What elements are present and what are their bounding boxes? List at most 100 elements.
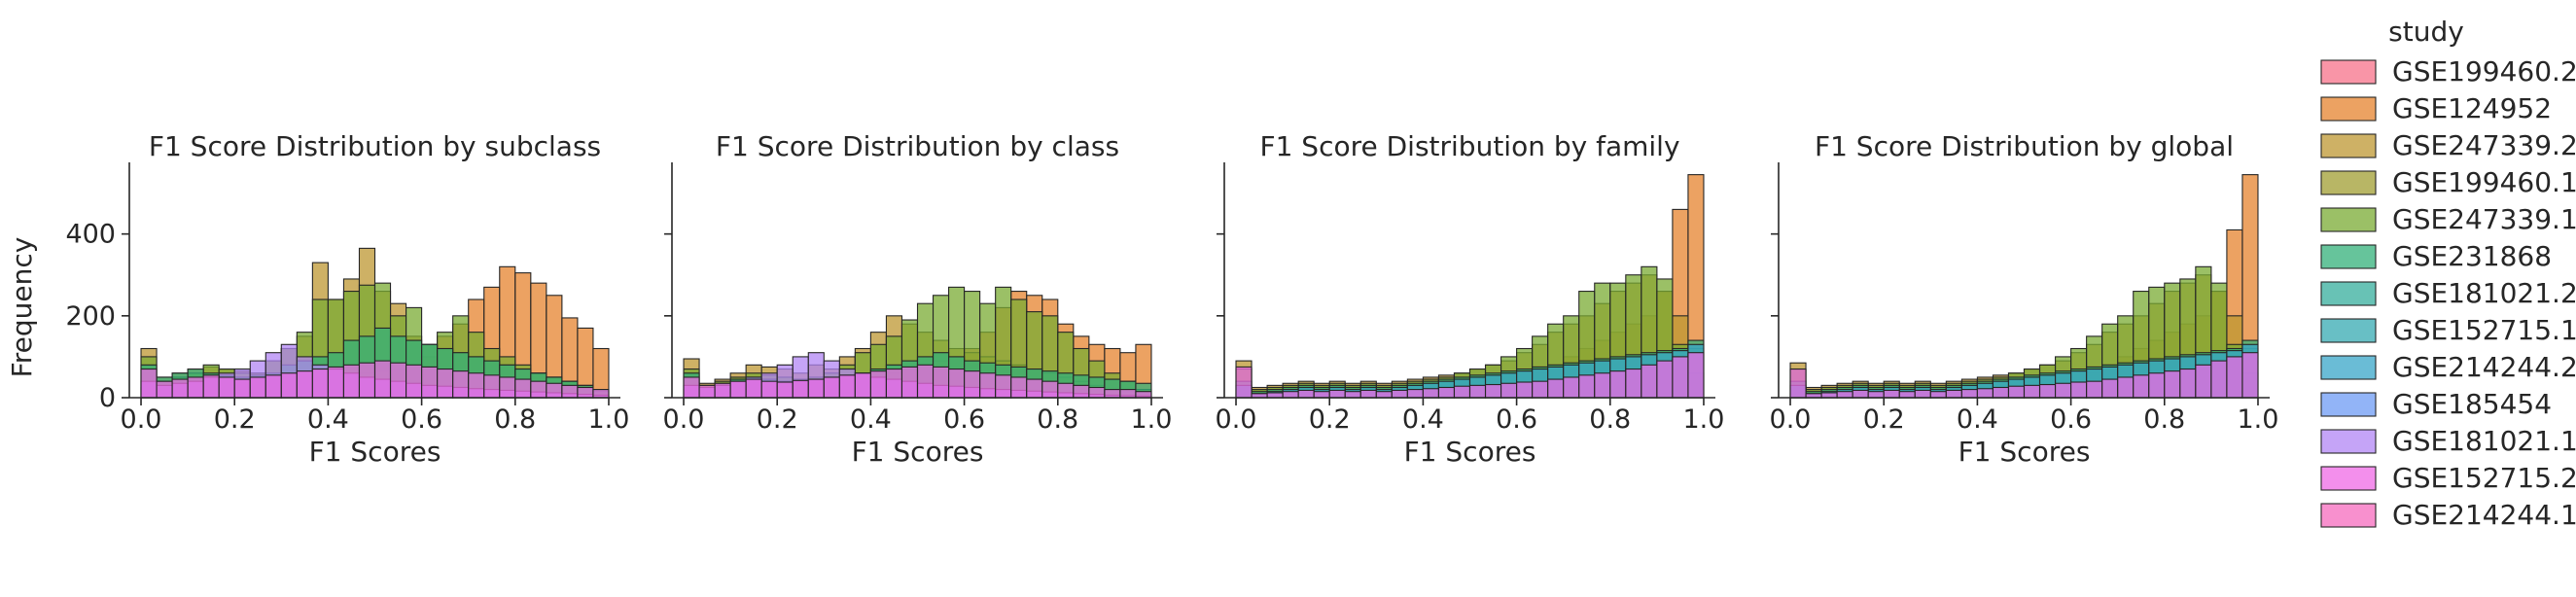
histogram-bar bbox=[265, 374, 282, 399]
legend-label: GSE214244.2 bbox=[2392, 351, 2576, 383]
legend-label: GSE152715.1 bbox=[2392, 314, 2576, 346]
legend-swatch bbox=[2320, 429, 2377, 454]
histogram-bar bbox=[1422, 388, 1439, 399]
legend-label: GSE231868 bbox=[2392, 240, 2552, 272]
histogram-bar bbox=[233, 378, 251, 399]
histogram-bar bbox=[2023, 384, 2041, 399]
histogram-bar bbox=[2133, 374, 2150, 399]
x-tick-label: 1.0 bbox=[587, 404, 629, 435]
histogram-bar bbox=[171, 378, 189, 399]
histogram-bar bbox=[2055, 382, 2072, 399]
x-tick-label: 0.4 bbox=[1402, 404, 1444, 435]
histogram-bar bbox=[373, 360, 392, 399]
x-tick-label: 0.8 bbox=[2143, 404, 2185, 435]
histogram-bar bbox=[1313, 391, 1330, 399]
x-tick-label: 0.0 bbox=[1216, 404, 1257, 435]
histogram-bar bbox=[1344, 391, 1361, 399]
histogram-bar bbox=[1641, 364, 1658, 399]
histogram-bar bbox=[729, 380, 747, 399]
histogram-bar bbox=[932, 366, 950, 399]
x-tick-label: 0.8 bbox=[494, 404, 536, 435]
legend-swatch bbox=[2320, 244, 2377, 269]
histogram-bar bbox=[156, 380, 173, 399]
panel-2: F1 Score Distribution by class 0.0 0.2 0.4 0… bbox=[663, 130, 1173, 468]
x-axis-label: F1 Scores bbox=[1958, 436, 2091, 468]
histogram-bar bbox=[561, 384, 579, 399]
panels: F1 Score Distribution by subclass 0.0 0.2 0… bbox=[65, 130, 2278, 468]
legend-swatch bbox=[2320, 207, 2377, 232]
histogram-bar bbox=[1563, 376, 1580, 399]
x-axis-label: F1 Scores bbox=[309, 436, 441, 468]
histogram-bar bbox=[218, 376, 235, 399]
histogram-bar bbox=[1073, 384, 1090, 399]
histogram-bar bbox=[1453, 385, 1471, 399]
x-tick-label: 0.4 bbox=[1957, 404, 1998, 435]
legend-label: GSE247339.2 bbox=[2392, 129, 2576, 161]
legend-label: GSE124952 bbox=[2392, 92, 2552, 124]
histogram-bar bbox=[1687, 352, 1705, 399]
histogram-bar bbox=[2164, 370, 2181, 399]
x-tick-label: 0.0 bbox=[663, 404, 705, 435]
histogram-bar bbox=[1359, 389, 1377, 399]
x-tick-label: 0.2 bbox=[1863, 404, 1905, 435]
histogram-bar bbox=[1929, 391, 1947, 399]
legend-swatch bbox=[2320, 170, 2377, 195]
histogram-bar bbox=[1026, 378, 1043, 399]
histogram-bar bbox=[885, 368, 903, 399]
histogram-bar bbox=[530, 380, 547, 399]
legend-title: study bbox=[2388, 16, 2464, 48]
panel-3: F1 Score Distribution by family 0.0 0.2 0.4… bbox=[1216, 130, 1725, 468]
x-tick-label: 1.0 bbox=[1682, 404, 1724, 435]
histogram-bar bbox=[714, 382, 731, 399]
legend-swatch bbox=[2320, 355, 2377, 380]
histogram-bar bbox=[1484, 383, 1502, 399]
histogram-bar bbox=[514, 378, 532, 399]
histogram-bar bbox=[389, 362, 407, 399]
histogram-bar bbox=[1282, 391, 1299, 399]
histogram-bar bbox=[745, 378, 762, 399]
y-axis-label: Frequency bbox=[6, 237, 38, 378]
histogram-bar bbox=[342, 364, 361, 399]
histogram-bar bbox=[979, 372, 997, 399]
histogram-bar bbox=[1672, 356, 1689, 399]
histogram-bar bbox=[1578, 374, 1596, 399]
histogram-bar bbox=[592, 389, 610, 399]
y-tick-label: 0 bbox=[99, 383, 116, 413]
legend-swatch bbox=[2320, 318, 2377, 343]
histogram-bar bbox=[916, 364, 935, 399]
x-tick-label: 0.4 bbox=[850, 404, 892, 435]
x-axis-label: F1 Scores bbox=[852, 436, 984, 468]
panel-title: F1 Score Distribution by global bbox=[1815, 130, 2234, 162]
histogram-bar bbox=[499, 376, 516, 399]
histogram-bar bbox=[280, 372, 298, 399]
histogram-bar bbox=[1656, 360, 1674, 399]
x-tick-label: 0.0 bbox=[1770, 404, 1812, 435]
histogram-bar bbox=[1104, 389, 1121, 399]
histogram-bar bbox=[2179, 368, 2197, 399]
histogram-bars bbox=[1235, 174, 1705, 399]
x-axis-label: F1 Scores bbox=[1404, 436, 1536, 468]
x-tick-label: 0.4 bbox=[307, 404, 349, 435]
histogram-bar bbox=[296, 370, 313, 399]
histogram-bar bbox=[964, 370, 981, 399]
histogram-bar bbox=[792, 379, 809, 399]
histogram-bar bbox=[437, 368, 454, 399]
histogram-bar bbox=[1594, 372, 1611, 399]
x-tick-label: 0.0 bbox=[121, 404, 162, 435]
histogram-bar bbox=[1945, 389, 1962, 399]
histogram-bar bbox=[1960, 389, 1978, 399]
histogram-bar bbox=[1898, 391, 1916, 399]
histogram-bars bbox=[1789, 174, 2259, 399]
histogram-bar bbox=[1852, 389, 1869, 399]
histogram-bar bbox=[140, 368, 158, 399]
x-tick-label: 0.2 bbox=[1309, 404, 1351, 435]
histogram-bar bbox=[2241, 352, 2259, 399]
histogram-bar bbox=[1516, 381, 1534, 399]
histogram-bar bbox=[311, 368, 329, 399]
histogram-bar bbox=[869, 370, 887, 399]
legend-swatch bbox=[2320, 96, 2377, 122]
histogram-bar bbox=[1406, 389, 1424, 399]
histogram-bar bbox=[1235, 366, 1253, 399]
histogram-bar bbox=[577, 386, 594, 399]
